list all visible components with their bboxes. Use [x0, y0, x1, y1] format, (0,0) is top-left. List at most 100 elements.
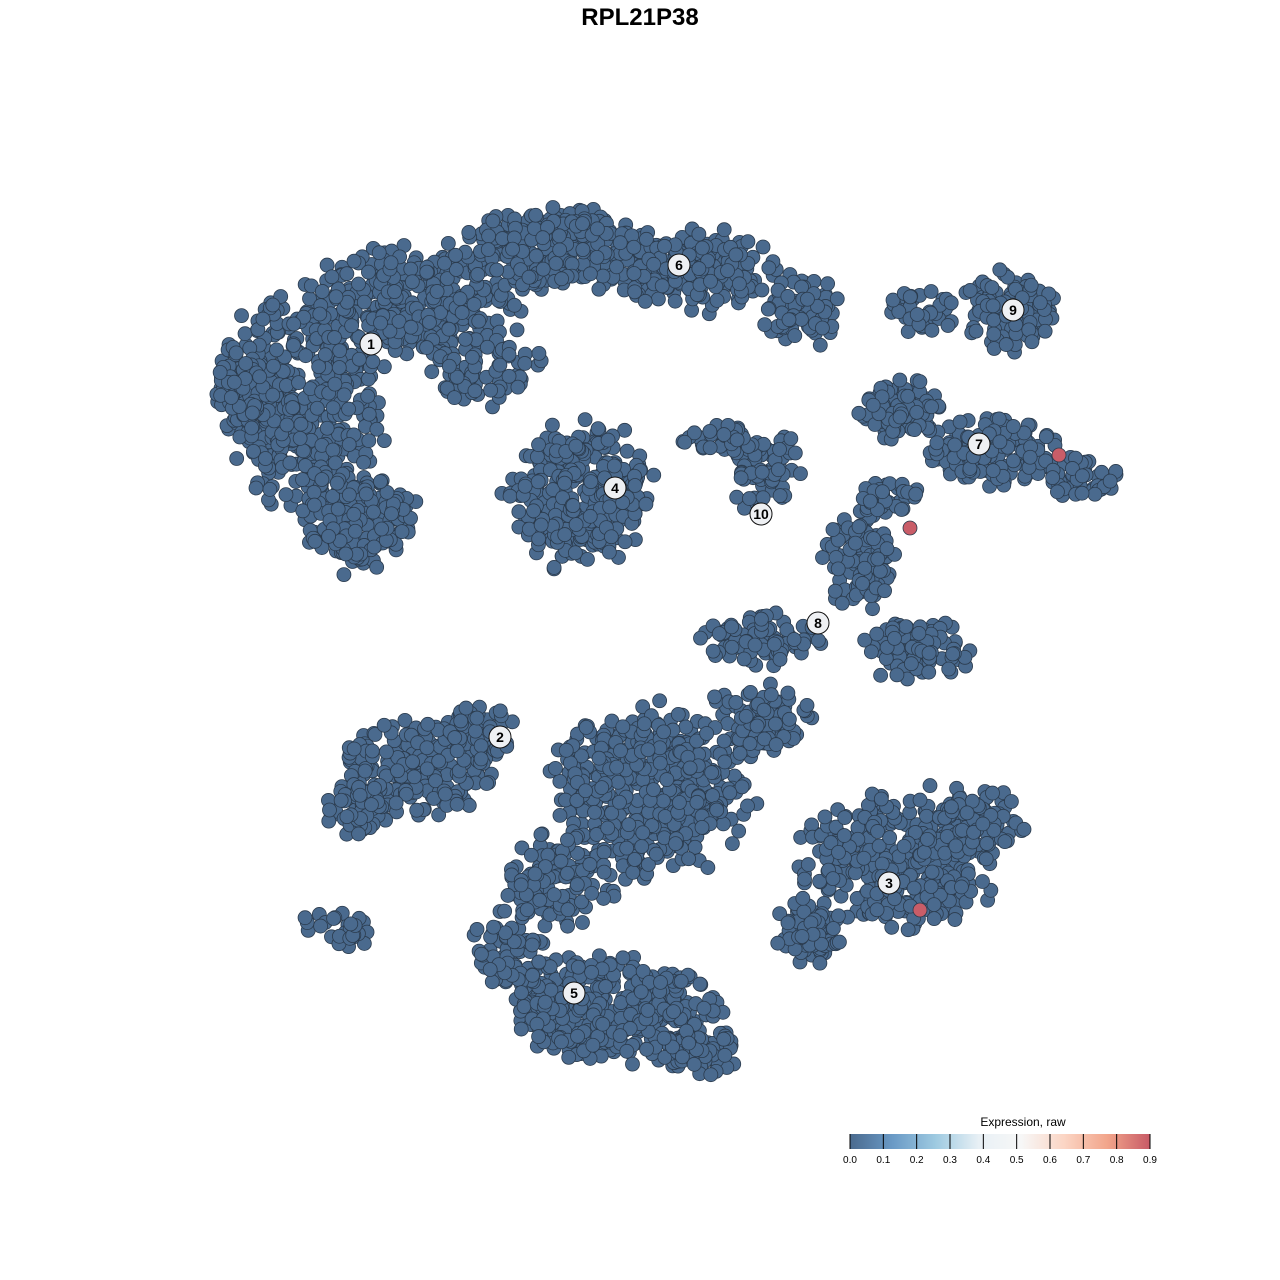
cell-point — [900, 922, 916, 938]
cell-point — [1016, 821, 1032, 837]
cell-point — [924, 399, 939, 415]
cell-point — [747, 637, 763, 653]
cell-point — [742, 736, 758, 751]
cell-point — [869, 902, 885, 918]
cell-point — [863, 644, 879, 660]
cell-point — [705, 643, 721, 659]
cell-point — [531, 954, 547, 970]
cell-point — [794, 929, 810, 944]
cell-point — [560, 902, 576, 918]
cell-point — [358, 486, 374, 502]
cell-point — [992, 262, 1008, 278]
cell-point — [238, 356, 254, 371]
cell-point — [884, 919, 900, 935]
cell-point — [1005, 419, 1021, 434]
cell-point — [903, 656, 919, 672]
cell-point — [582, 508, 598, 524]
cell-point — [391, 313, 407, 329]
cell-point — [448, 247, 464, 263]
cell-point — [674, 1049, 690, 1065]
cell-point — [295, 443, 311, 459]
cell-point — [851, 519, 867, 535]
cell-point — [740, 234, 756, 250]
cell-point — [321, 528, 337, 544]
cell-point — [570, 1028, 585, 1044]
cell-point — [552, 808, 568, 823]
cell-point — [923, 879, 939, 894]
points-layer — [209, 200, 1124, 1083]
cell-point — [376, 717, 392, 733]
cell-point — [325, 442, 341, 458]
cell-point — [772, 488, 788, 503]
cell-point — [812, 337, 828, 353]
cluster-label-9: 9 — [1001, 298, 1025, 322]
cell-point — [511, 504, 527, 520]
cell-point — [634, 839, 650, 854]
cell-point — [657, 809, 673, 824]
cell-point — [336, 387, 352, 403]
cell-point — [457, 331, 473, 347]
cell-point — [466, 296, 482, 312]
cell-point — [760, 301, 776, 317]
cell-point — [877, 583, 892, 599]
cell-point — [479, 339, 495, 355]
cell-point — [367, 781, 382, 796]
cell-point — [545, 200, 561, 215]
cell-point — [787, 328, 803, 344]
cell-point — [371, 245, 387, 261]
cell-point — [1050, 484, 1065, 500]
cell-point — [469, 710, 485, 726]
cell-point — [394, 524, 410, 539]
cell-point — [379, 484, 395, 500]
cell-point — [615, 950, 631, 966]
cluster-label-6: 6 — [667, 253, 691, 277]
cell-point — [911, 625, 927, 641]
cell-point — [223, 390, 239, 405]
cell-point — [1074, 485, 1090, 501]
cell-point — [731, 276, 747, 292]
cell-point — [531, 531, 547, 547]
cell-point — [422, 314, 437, 330]
cell-point — [452, 291, 468, 307]
cell-point — [717, 1047, 733, 1063]
cell-point — [929, 435, 945, 451]
cell-point — [598, 979, 614, 995]
cell-point — [654, 278, 670, 294]
cell-point — [295, 472, 310, 487]
cell-point — [702, 440, 718, 456]
cell-point — [617, 534, 633, 550]
cell-point — [705, 788, 720, 804]
cell-point — [740, 798, 755, 814]
cell-point — [1045, 470, 1061, 486]
cluster-label-5: 5 — [562, 981, 586, 1005]
cell-point — [531, 1029, 546, 1044]
cell-point — [454, 305, 470, 320]
cell-point — [873, 791, 889, 807]
cell-point — [501, 368, 517, 384]
cell-point — [338, 546, 354, 562]
cell-point — [768, 716, 783, 732]
cell-point — [670, 707, 686, 722]
cell-point — [1038, 429, 1054, 445]
cell-point — [531, 345, 547, 361]
cell-point-high-expression — [912, 902, 928, 918]
cell-point — [827, 583, 843, 599]
cell-point — [497, 903, 513, 919]
cell-point — [700, 860, 716, 875]
cell-point — [471, 313, 487, 329]
cell-point — [738, 708, 754, 724]
cell-point — [1003, 794, 1019, 809]
cell-point — [962, 283, 978, 298]
cell-point — [285, 400, 301, 415]
cell-point — [979, 836, 995, 851]
cell-point — [341, 487, 357, 503]
cell-point — [519, 902, 535, 918]
cluster-label-10: 10 — [749, 502, 773, 526]
cell-point — [554, 271, 570, 287]
cell-point — [811, 632, 826, 648]
cell-point — [862, 493, 878, 509]
cell-point — [361, 264, 376, 280]
cell-point — [975, 874, 990, 889]
cell-point — [921, 645, 937, 661]
